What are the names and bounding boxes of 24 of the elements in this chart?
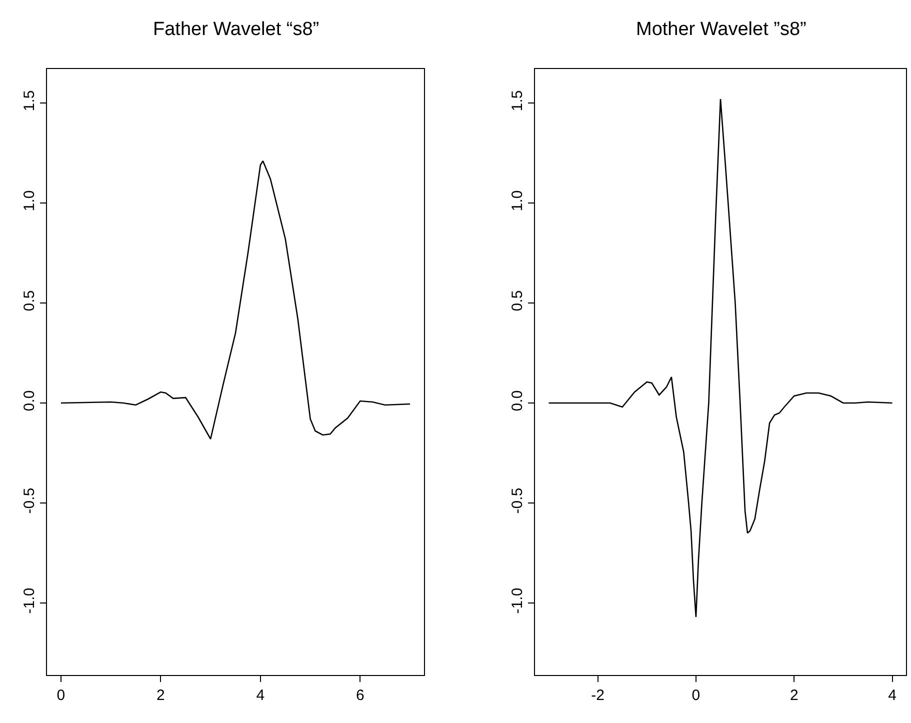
x-tick-label: 2 [790, 687, 798, 704]
y-tick-label: 1.0 [509, 190, 526, 212]
x-tick-label: 0 [56, 687, 66, 704]
y-tick-label: 0.0 [21, 390, 38, 412]
line-series [60, 160, 411, 440]
y-tick-label: -0.5 [509, 488, 526, 514]
x-tick-label: 0 [692, 687, 700, 704]
y-tick-label: -1.0 [21, 588, 38, 614]
y-tick-label: 1.5 [509, 90, 526, 112]
x-tick-label: 4 [256, 687, 265, 704]
y-tick-label: -1.0 [509, 588, 526, 614]
x-tick-label: 4 [888, 687, 896, 704]
y-tick-label: 0.5 [509, 290, 526, 312]
x-tick-label: -2 [591, 687, 604, 704]
chart-title: Mother Wavelet ”s8” [636, 19, 806, 40]
y-tick-label: 0.5 [21, 290, 38, 312]
y-tick-label: 0.0 [509, 390, 526, 412]
y-tick-label: 1.0 [21, 190, 38, 212]
x-tick-label: 6 [356, 687, 364, 704]
line-series [548, 98, 893, 618]
chart-title: Father Wavelet “s8” [153, 19, 320, 40]
x-tick-label: 2 [156, 687, 165, 704]
y-tick-label: -0.5 [21, 488, 38, 514]
y-tick-label: 1.5 [21, 90, 38, 112]
